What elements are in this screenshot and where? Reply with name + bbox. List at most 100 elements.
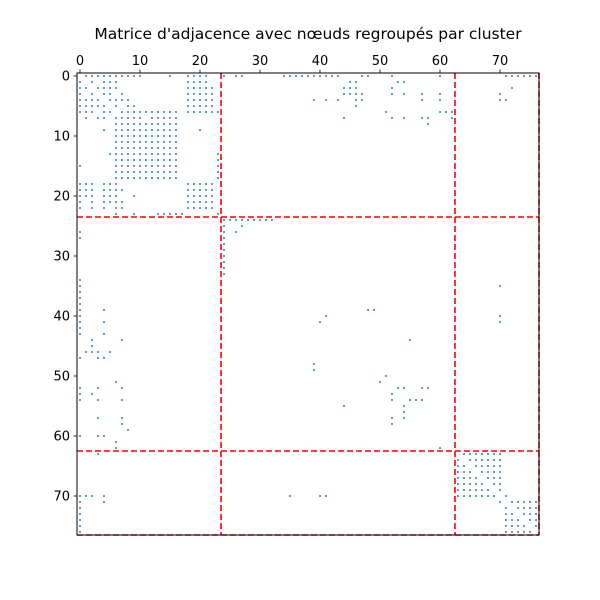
- matrix-cell-marker: [217, 165, 219, 167]
- matrix-cell-marker: [175, 117, 177, 119]
- matrix-cell-marker: [175, 165, 177, 167]
- matrix-cell-marker: [193, 201, 195, 203]
- matrix-cell-marker: [157, 147, 159, 149]
- matrix-cell-marker: [79, 165, 81, 167]
- matrix-cell-marker: [457, 471, 459, 473]
- x-tick-label: 40: [312, 54, 329, 69]
- matrix-cell-marker: [121, 141, 123, 143]
- matrix-cell-marker: [481, 483, 483, 485]
- matrix-cell-marker: [211, 93, 213, 95]
- matrix-cell-marker: [337, 75, 339, 77]
- matrix-cell-marker: [487, 465, 489, 467]
- chart-title: Matrice d'adjacence avec nœuds regroupés…: [94, 25, 522, 43]
- matrix-cell-marker: [391, 87, 393, 89]
- matrix-cell-marker: [205, 201, 207, 203]
- matrix-cell-marker: [199, 87, 201, 89]
- matrix-cell-marker: [115, 129, 117, 131]
- matrix-cell-marker: [157, 111, 159, 113]
- matrix-cell-marker: [511, 87, 513, 89]
- matrix-cell-marker: [463, 453, 465, 455]
- matrix-cell-marker: [79, 315, 81, 317]
- matrix-cell-marker: [535, 507, 537, 509]
- x-tick-label: 30: [252, 54, 269, 69]
- matrix-cell-marker: [115, 123, 117, 125]
- matrix-cell-marker: [349, 93, 351, 95]
- x-tick-label: 60: [432, 54, 449, 69]
- matrix-cell-marker: [517, 507, 519, 509]
- matrix-cell-marker: [103, 75, 105, 77]
- matrix-cell-marker: [163, 171, 165, 173]
- matrix-cell-marker: [445, 111, 447, 113]
- matrix-cell-marker: [139, 141, 141, 143]
- matrix-cell-marker: [127, 147, 129, 149]
- y-tick-label: 60: [53, 430, 70, 445]
- matrix-cell-marker: [115, 177, 117, 179]
- matrix-cell-marker: [493, 495, 495, 497]
- matrix-cell-marker: [175, 135, 177, 137]
- matrix-cell-marker: [169, 159, 171, 161]
- matrix-cell-marker: [211, 207, 213, 209]
- matrix-cell-marker: [109, 75, 111, 77]
- matrix-cell-marker: [205, 189, 207, 191]
- matrix-cell-marker: [151, 171, 153, 173]
- matrix-cell-marker: [475, 459, 477, 461]
- matrix-cell-marker: [199, 201, 201, 203]
- matrix-cell-marker: [121, 171, 123, 173]
- matrix-cell-marker: [145, 177, 147, 179]
- matrix-cell-marker: [265, 219, 267, 221]
- matrix-cell-marker: [139, 111, 141, 113]
- matrix-cell-marker: [289, 75, 291, 77]
- matrix-cell-marker: [103, 195, 105, 197]
- matrix-cell-marker: [133, 159, 135, 161]
- y-tick-label: 50: [53, 370, 70, 385]
- matrix-cell-marker: [391, 393, 393, 395]
- matrix-cell-marker: [91, 393, 93, 395]
- matrix-cell-marker: [127, 177, 129, 179]
- matrix-cell-marker: [205, 195, 207, 197]
- matrix-cell-marker: [91, 111, 93, 113]
- matrix-cell-marker: [487, 477, 489, 479]
- matrix-cell-marker: [109, 81, 111, 83]
- matrix-cell-marker: [91, 345, 93, 347]
- matrix-cell-marker: [457, 495, 459, 497]
- matrix-cell-marker: [487, 495, 489, 497]
- matrix-cell-marker: [121, 423, 123, 425]
- matrix-cell-marker: [403, 81, 405, 83]
- matrix-cell-marker: [139, 117, 141, 119]
- matrix-cell-marker: [151, 153, 153, 155]
- matrix-cell-marker: [391, 417, 393, 419]
- matrix-cell-marker: [115, 117, 117, 119]
- matrix-cell-marker: [199, 93, 201, 95]
- matrix-cell-marker: [121, 153, 123, 155]
- matrix-cell-marker: [529, 513, 531, 515]
- matrix-cell-marker: [403, 417, 405, 419]
- matrix-cell-marker: [145, 111, 147, 113]
- matrix-cell-marker: [169, 165, 171, 167]
- matrix-cell-marker: [499, 477, 501, 479]
- matrix-cell-marker: [439, 75, 441, 77]
- matrix-cell-marker: [97, 435, 99, 437]
- matrix-cell-marker: [109, 183, 111, 185]
- matrix-cell-marker: [163, 153, 165, 155]
- matrix-cell-marker: [463, 483, 465, 485]
- matrix-cell-marker: [79, 81, 81, 83]
- matrix-cell-marker: [361, 93, 363, 95]
- matrix-cell-marker: [349, 87, 351, 89]
- matrix-cell-marker: [187, 201, 189, 203]
- matrix-cell-marker: [229, 219, 231, 221]
- matrix-cell-marker: [79, 387, 81, 389]
- matrix-cell-marker: [193, 75, 195, 77]
- matrix-cell-marker: [469, 459, 471, 461]
- matrix-cell-marker: [79, 87, 81, 89]
- matrix-cell-marker: [409, 399, 411, 401]
- matrix-cell-marker: [91, 351, 93, 353]
- matrix-cell-marker: [427, 123, 429, 125]
- matrix-cell-marker: [301, 75, 303, 77]
- matrix-cell-marker: [85, 105, 87, 107]
- matrix-cell-marker: [325, 315, 327, 317]
- matrix-cell-marker: [127, 105, 129, 107]
- matrix-cell-marker: [205, 87, 207, 89]
- matrix-cell-marker: [103, 333, 105, 335]
- matrix-cell-marker: [157, 171, 159, 173]
- matrix-cell-marker: [97, 399, 99, 401]
